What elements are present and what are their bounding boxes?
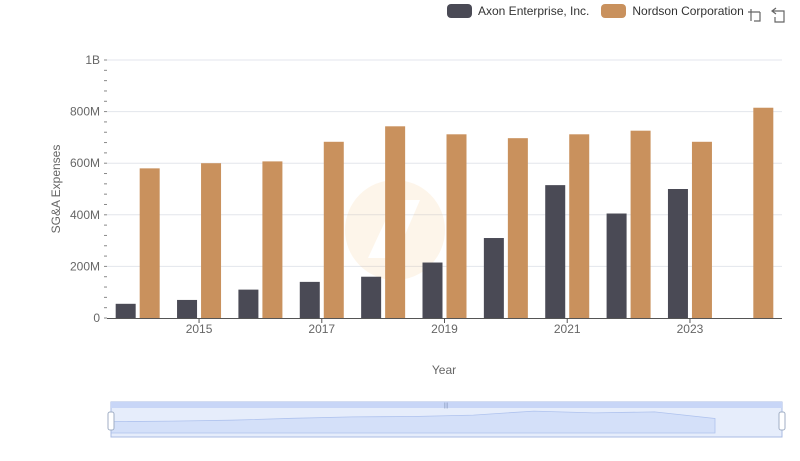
legend-swatch (447, 4, 472, 18)
bar-nordson-2021[interactable] (569, 134, 590, 318)
datazoom-top-bar[interactable] (111, 402, 782, 408)
bar-axon-2017[interactable] (299, 281, 320, 318)
bar-axon-2015[interactable] (177, 299, 198, 318)
x-tick-label: 2017 (308, 322, 335, 336)
bar-axon-2022[interactable] (606, 213, 627, 318)
y-axis-ticks: 0 200M 400M 600M 800M 1B (70, 53, 107, 325)
datazoom-grip[interactable]: ||| (444, 403, 449, 409)
x-axis-ticks: 2015 2017 2019 2021 2023 (186, 318, 704, 336)
bar-axon-2021[interactable] (545, 185, 566, 318)
y-axis-title: SG&A Expenses (49, 145, 63, 234)
legend-item-axon[interactable]: Axon Enterprise, Inc. (447, 4, 589, 18)
y-tick-label: 200M (70, 259, 100, 273)
datazoom-preview-area (110, 410, 716, 434)
bar-nordson-2018[interactable] (385, 126, 406, 318)
bar-axon-2020[interactable] (483, 238, 504, 318)
toolbox (746, 6, 788, 24)
bar-axon-2019[interactable] (422, 262, 443, 318)
bar-axon-2018[interactable] (361, 276, 382, 318)
datazoom-right-handle[interactable] (778, 411, 786, 431)
bar-nordson-2016[interactable] (262, 161, 283, 318)
bar-nordson-2023[interactable] (691, 141, 712, 318)
bar-axon-2014[interactable] (115, 303, 136, 318)
x-tick-label: 2019 (431, 322, 458, 336)
restore-icon[interactable] (770, 6, 788, 24)
x-tick-label: 2023 (677, 322, 704, 336)
x-axis-title: Year (432, 363, 456, 377)
bar-nordson-2017[interactable] (323, 141, 344, 318)
bar-axon-2023[interactable] (667, 189, 688, 318)
legend-label: Nordson Corporation (632, 4, 744, 18)
bar-nordson-2024[interactable] (753, 107, 774, 318)
legend-swatch (601, 4, 627, 18)
legend-item-nordson[interactable]: Nordson Corporation (601, 4, 744, 18)
zoom-icon[interactable] (746, 6, 764, 24)
legend: Axon Enterprise, Inc. Nordson Corporation (447, 4, 756, 18)
bar-nordson-2020[interactable] (507, 138, 528, 318)
bars (115, 107, 774, 318)
bar-nordson-2014[interactable] (139, 168, 160, 318)
y-tick-label: 800M (70, 105, 100, 119)
y-tick-label: 400M (70, 208, 100, 222)
datazoom-slider[interactable]: ||| (107, 401, 786, 438)
bar-axon-2016[interactable] (238, 289, 259, 318)
bar-nordson-2015[interactable] (201, 163, 222, 318)
datazoom-left-handle[interactable] (107, 411, 115, 431)
legend-label: Axon Enterprise, Inc. (478, 4, 590, 18)
y-tick-label: 600M (70, 156, 100, 170)
bar-nordson-2022[interactable] (630, 130, 651, 318)
x-tick-label: 2015 (186, 322, 213, 336)
y-tick-label: 1B (85, 53, 100, 67)
y-tick-label: 0 (93, 311, 100, 325)
bar-nordson-2019[interactable] (446, 134, 467, 318)
x-tick-label: 2021 (554, 322, 581, 336)
